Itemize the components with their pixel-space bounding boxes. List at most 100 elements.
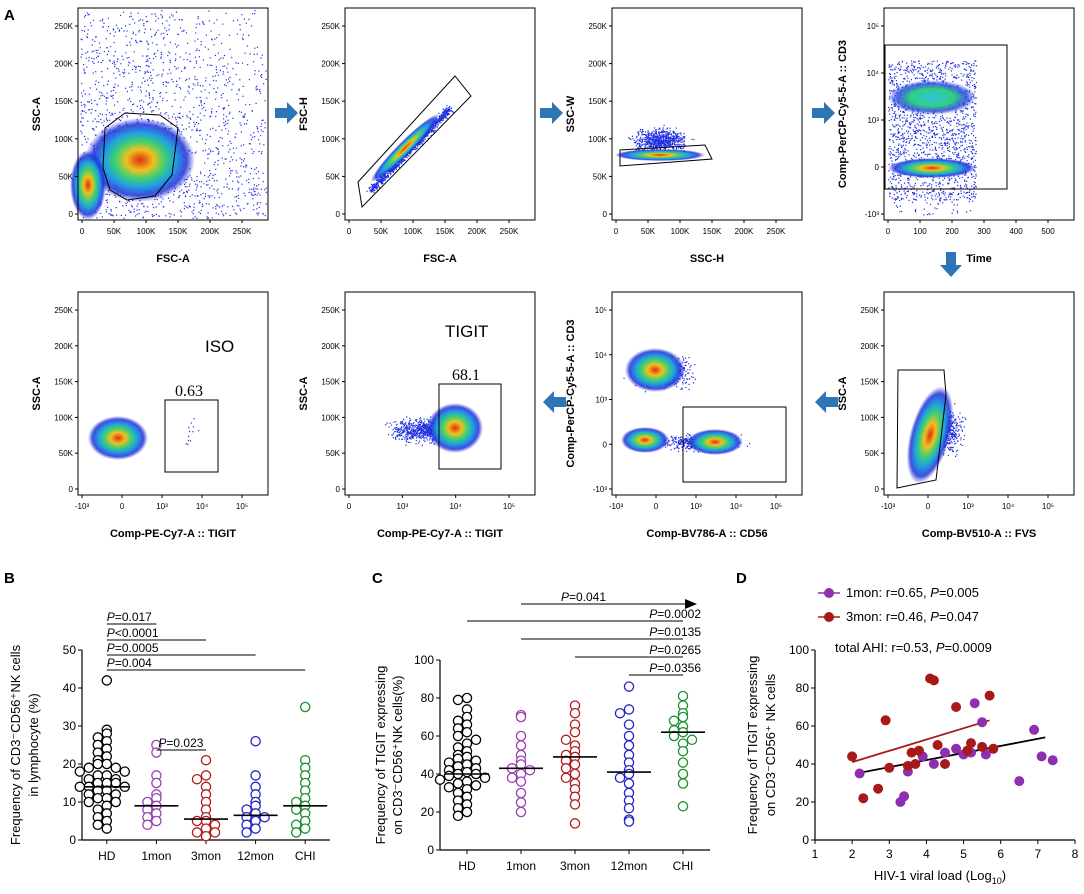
event-dot <box>372 184 374 186</box>
event-dot <box>160 201 163 203</box>
event-dot <box>947 61 949 63</box>
event-dot <box>195 60 197 62</box>
event-dot <box>940 142 942 145</box>
event-dot <box>212 127 214 129</box>
event-dot <box>192 217 194 219</box>
event-dot <box>115 214 118 216</box>
event-dot <box>196 184 198 186</box>
event-dot <box>384 174 386 176</box>
event-dot <box>164 113 166 115</box>
event-dot <box>189 117 191 119</box>
event-dot <box>179 112 181 114</box>
event-dot <box>396 166 398 168</box>
event-dot <box>913 192 915 194</box>
event-dot <box>941 155 944 157</box>
event-dot <box>87 14 89 16</box>
event-dot <box>215 206 217 208</box>
event-dot <box>672 147 674 149</box>
event-dot <box>960 73 962 75</box>
event-dot <box>647 130 649 132</box>
event-dot <box>973 135 975 137</box>
event-dot <box>932 179 934 182</box>
event-dot <box>952 139 954 141</box>
event-dot <box>942 117 944 119</box>
event-dot <box>207 153 209 155</box>
event-dot <box>242 38 244 41</box>
event-dot <box>693 139 695 141</box>
event-dot <box>960 131 962 133</box>
event-dot <box>236 213 238 215</box>
event-dot <box>671 143 673 146</box>
event-dot <box>259 194 261 196</box>
event-dot <box>229 111 231 113</box>
event-dot <box>88 13 90 15</box>
event-dot <box>210 151 212 153</box>
event-dot <box>208 196 210 198</box>
event-dot <box>936 208 938 210</box>
event-dot <box>143 24 145 27</box>
event-dot <box>90 25 92 27</box>
event-dot <box>964 151 966 153</box>
event-dot <box>971 133 973 135</box>
event-dot <box>244 195 246 197</box>
event-dot <box>256 203 258 205</box>
event-dot <box>410 151 412 153</box>
event-dot <box>136 213 138 216</box>
event-dot <box>201 138 203 140</box>
event-dot <box>110 210 112 212</box>
event-dot <box>933 132 935 134</box>
event-dot <box>965 186 967 188</box>
event-dot <box>974 60 976 62</box>
event-dot <box>195 62 198 64</box>
event-dot <box>90 99 92 101</box>
event-dot <box>659 137 661 139</box>
event-dot <box>891 64 894 66</box>
event-dot <box>965 63 967 66</box>
event-dot <box>195 130 198 132</box>
event-dot <box>381 182 383 185</box>
event-dot <box>666 131 668 133</box>
event-dot <box>944 78 946 80</box>
event-dot <box>131 205 133 207</box>
event-dot <box>92 120 94 122</box>
event-dot <box>914 136 917 138</box>
event-dot <box>438 120 441 122</box>
event-dot <box>668 143 670 145</box>
event-dot <box>919 115 921 117</box>
event-dot <box>114 64 116 66</box>
event-dot <box>667 144 669 146</box>
event-dot <box>648 141 650 143</box>
event-dot <box>953 153 955 155</box>
event-dot <box>151 77 153 80</box>
event-dot <box>180 88 182 90</box>
event-dot <box>931 179 933 181</box>
event-dot <box>260 129 262 131</box>
event-dot <box>913 69 915 71</box>
event-dot <box>892 187 894 189</box>
event-dot <box>206 216 208 218</box>
event-dot <box>663 139 665 141</box>
event-dot <box>421 143 423 145</box>
event-dot <box>148 77 151 79</box>
event-dot <box>113 60 115 62</box>
event-dot <box>652 145 654 148</box>
event-dot <box>241 14 243 16</box>
event-dot <box>225 85 227 87</box>
event-dot <box>653 130 655 132</box>
event-dot <box>972 200 974 202</box>
event-dot <box>926 192 928 194</box>
event-dot <box>667 137 669 139</box>
event-dot <box>147 48 149 50</box>
event-dot <box>230 156 232 158</box>
event-dot <box>261 54 263 56</box>
event-dot <box>912 121 914 123</box>
event-dot <box>899 199 901 202</box>
event-dot <box>102 94 104 96</box>
event-dot <box>120 214 122 217</box>
event-dot <box>422 139 424 141</box>
event-dot <box>89 22 92 24</box>
event-dot <box>230 142 232 144</box>
event-dot <box>668 136 670 139</box>
event-dot <box>923 124 925 126</box>
event-dot <box>373 191 375 194</box>
